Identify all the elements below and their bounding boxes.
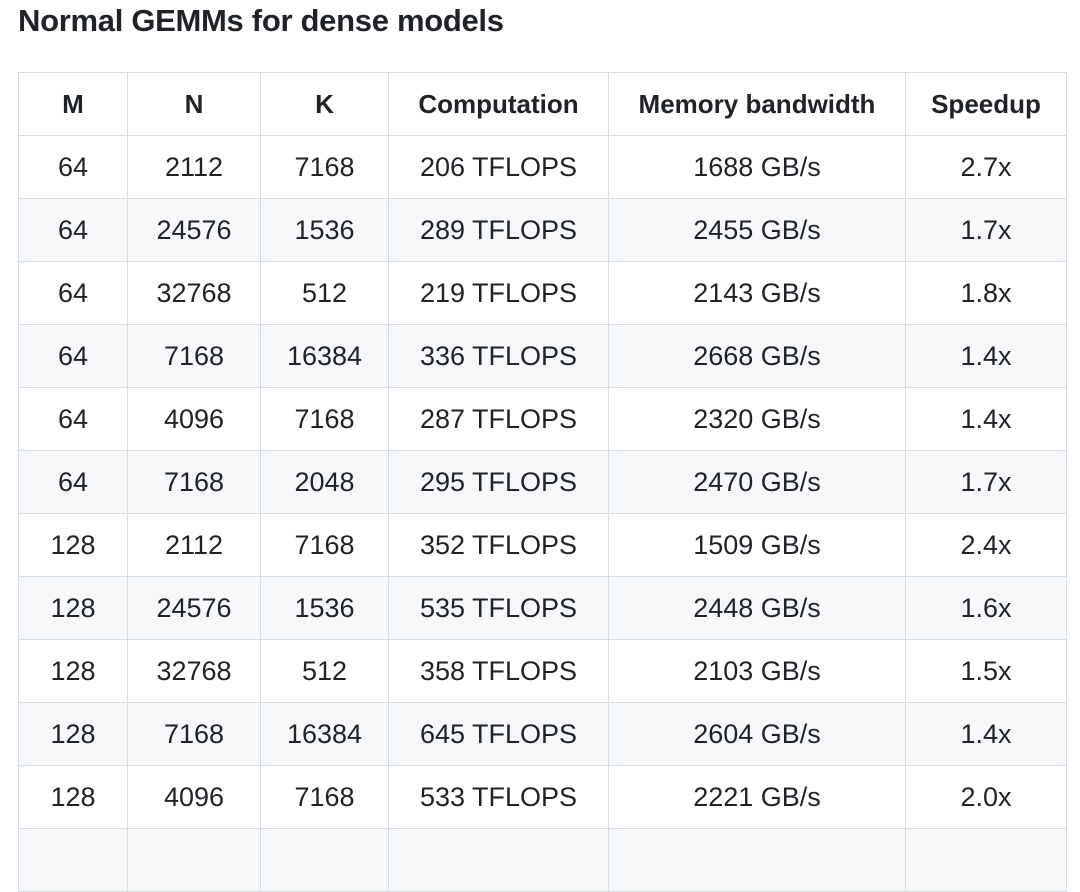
table-cell-n: 7168 <box>127 450 261 514</box>
table-cell-memory-bandwidth: 2604 GB/s <box>608 702 906 766</box>
table-row-partial <box>18 828 1067 892</box>
column-header-memory-bandwidth: Memory bandwidth <box>608 72 906 136</box>
table-cell-k <box>260 828 389 892</box>
table-cell-computation: 352 TFLOPS <box>388 513 609 577</box>
table-cell-m: 64 <box>18 387 128 451</box>
table-cell-speedup: 1.7x <box>905 450 1067 514</box>
table-body: 64 2112 7168 206 TFLOPS 1688 GB/s 2.7x 64 24576… <box>18 135 1067 892</box>
table-cell-memory-bandwidth: 2221 GB/s <box>608 765 906 829</box>
table-cell-k: 16384 <box>260 324 389 388</box>
table-cell-memory-bandwidth: 1509 GB/s <box>608 513 906 577</box>
table-cell-speedup: 1.4x <box>905 702 1067 766</box>
table-cell-speedup: 2.7x <box>905 135 1067 199</box>
table-cell-m: 64 <box>18 198 128 262</box>
table-row: 128 4096 7168 533 TFLOPS 2221 GB/s 2.0x <box>18 765 1067 829</box>
table-cell-k: 2048 <box>260 450 389 514</box>
table-cell-speedup: 1.4x <box>905 387 1067 451</box>
column-header-computation: Computation <box>388 72 609 136</box>
table-cell-speedup: 1.8x <box>905 261 1067 325</box>
table-cell-k: 7168 <box>260 765 389 829</box>
table-row: 64 7168 16384 336 TFLOPS 2668 GB/s 1.4x <box>18 324 1067 388</box>
table-cell-speedup: 1.5x <box>905 639 1067 703</box>
table-row: 64 7168 2048 295 TFLOPS 2470 GB/s 1.7x <box>18 450 1067 514</box>
table-cell-memory-bandwidth: 2448 GB/s <box>608 576 906 640</box>
table-cell-n: 7168 <box>127 702 261 766</box>
table-cell-computation: 645 TFLOPS <box>388 702 609 766</box>
table-cell-k: 7168 <box>260 135 389 199</box>
gemm-table: M N K Computation Memory bandwidth Speed… <box>18 72 1067 892</box>
table-cell-computation: 533 TFLOPS <box>388 765 609 829</box>
table-cell-memory-bandwidth: 1688 GB/s <box>608 135 906 199</box>
table-cell-speedup: 1.6x <box>905 576 1067 640</box>
table-cell-m: 128 <box>18 576 128 640</box>
table-cell-memory-bandwidth: 2455 GB/s <box>608 198 906 262</box>
table-row: 128 7168 16384 645 TFLOPS 2604 GB/s 1.4x <box>18 702 1067 766</box>
table-cell-computation: 535 TFLOPS <box>388 576 609 640</box>
table-cell-speedup: 1.7x <box>905 198 1067 262</box>
table-cell-m: 128 <box>18 702 128 766</box>
table-cell-memory-bandwidth: 2470 GB/s <box>608 450 906 514</box>
table-header-row: M N K Computation Memory bandwidth Speed… <box>18 72 1067 136</box>
table-cell-speedup: 2.4x <box>905 513 1067 577</box>
table-cell-k: 512 <box>260 261 389 325</box>
table-cell-m: 64 <box>18 450 128 514</box>
table-cell-m: 64 <box>18 261 128 325</box>
table-row: 64 4096 7168 287 TFLOPS 2320 GB/s 1.4x <box>18 387 1067 451</box>
table-cell-speedup <box>905 828 1067 892</box>
table-cell-computation: 287 TFLOPS <box>388 387 609 451</box>
table-cell-m: 128 <box>18 513 128 577</box>
table-cell-n: 2112 <box>127 135 261 199</box>
table-cell-k: 512 <box>260 639 389 703</box>
column-header-m: M <box>18 72 128 136</box>
table-cell-k: 16384 <box>260 702 389 766</box>
table-row: 64 2112 7168 206 TFLOPS 1688 GB/s 2.7x <box>18 135 1067 199</box>
table-cell-n: 2112 <box>127 513 261 577</box>
column-header-n: N <box>127 72 261 136</box>
table-cell-computation: 295 TFLOPS <box>388 450 609 514</box>
table-cell-computation: 219 TFLOPS <box>388 261 609 325</box>
table-cell-computation <box>388 828 609 892</box>
table-cell-n: 32768 <box>127 261 261 325</box>
table-cell-computation: 206 TFLOPS <box>388 135 609 199</box>
table-row: 128 32768 512 358 TFLOPS 2103 GB/s 1.5x <box>18 639 1067 703</box>
table-cell-memory-bandwidth: 2668 GB/s <box>608 324 906 388</box>
table-cell-k: 1536 <box>260 198 389 262</box>
table-cell-n: 24576 <box>127 198 261 262</box>
table-cell-m: 128 <box>18 639 128 703</box>
page-title: Normal GEMMs for dense models <box>18 3 504 38</box>
table-row: 64 32768 512 219 TFLOPS 2143 GB/s 1.8x <box>18 261 1067 325</box>
table-cell-k: 7168 <box>260 513 389 577</box>
table-cell-k: 7168 <box>260 387 389 451</box>
table-row: 128 24576 1536 535 TFLOPS 2448 GB/s 1.6x <box>18 576 1067 640</box>
table-cell-m: 64 <box>18 324 128 388</box>
table-cell-n <box>127 828 261 892</box>
table-cell-n: 4096 <box>127 765 261 829</box>
table-row: 128 2112 7168 352 TFLOPS 1509 GB/s 2.4x <box>18 513 1067 577</box>
table-cell-m: 64 <box>18 135 128 199</box>
table-cell-speedup: 2.0x <box>905 765 1067 829</box>
table-cell-computation: 358 TFLOPS <box>388 639 609 703</box>
table-cell-computation: 336 TFLOPS <box>388 324 609 388</box>
table-cell-k: 1536 <box>260 576 389 640</box>
table-cell-speedup: 1.4x <box>905 324 1067 388</box>
table-cell-memory-bandwidth <box>608 828 906 892</box>
table-cell-m: 128 <box>18 765 128 829</box>
table-cell-memory-bandwidth: 2103 GB/s <box>608 639 906 703</box>
table-cell-n: 7168 <box>127 324 261 388</box>
table-cell-memory-bandwidth: 2320 GB/s <box>608 387 906 451</box>
table-cell-memory-bandwidth: 2143 GB/s <box>608 261 906 325</box>
table-row: 64 24576 1536 289 TFLOPS 2455 GB/s 1.7x <box>18 198 1067 262</box>
table-cell-m <box>18 828 128 892</box>
table-cell-n: 24576 <box>127 576 261 640</box>
column-header-k: K <box>260 72 389 136</box>
table-cell-n: 32768 <box>127 639 261 703</box>
table-cell-n: 4096 <box>127 387 261 451</box>
table-cell-computation: 289 TFLOPS <box>388 198 609 262</box>
column-header-speedup: Speedup <box>905 72 1067 136</box>
